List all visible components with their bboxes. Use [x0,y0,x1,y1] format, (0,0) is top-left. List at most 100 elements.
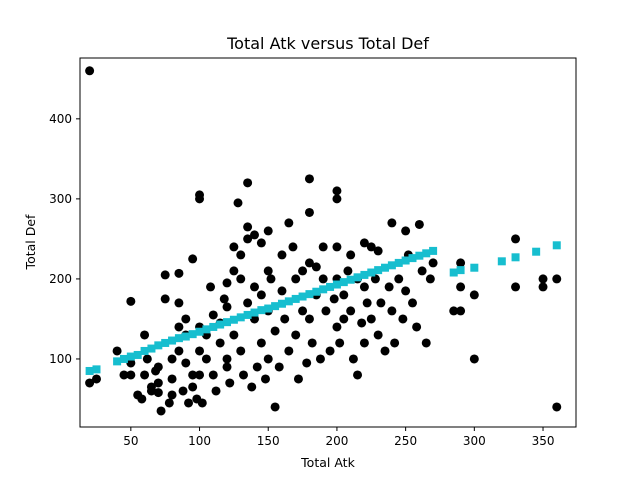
data-point [376,298,386,308]
data-point [239,370,249,380]
data-point [206,282,216,292]
x-tick-label: 100 [188,434,211,448]
fit-marker [174,334,183,343]
data-point [236,250,246,260]
y-axis-ticks: 100 200 300 400 [49,112,80,366]
data-point [222,302,232,312]
data-point [428,258,438,268]
fit-marker [353,273,362,282]
data-point [167,374,177,384]
data-point [552,274,562,284]
fit-marker [367,268,376,277]
data-point [304,314,314,324]
fit-marker [195,327,204,336]
data-point [252,362,262,372]
data-point [140,330,150,340]
data-point [412,322,422,332]
fit-marker [387,261,396,270]
fit-marker [394,258,403,267]
fit-marker [298,292,307,301]
data-point [304,258,314,268]
data-point [229,242,239,252]
fit-marker [422,249,431,258]
x-axis-label: Total Atk [300,455,355,470]
data-point [373,330,383,340]
data-point [511,234,521,244]
data-point [387,306,397,316]
data-point [284,218,294,228]
data-point [85,66,95,76]
data-point [298,306,308,316]
data-point [142,354,152,364]
fit-marker [229,315,238,324]
data-point [85,378,95,388]
data-point [401,226,411,236]
data-point [357,318,367,328]
x-tick-label: 50 [123,434,138,448]
data-point [181,314,191,324]
data-point [304,174,314,184]
data-point [249,282,259,292]
data-point [140,370,150,380]
data-point [188,370,198,380]
data-point [380,346,390,356]
fit-marker [277,299,286,308]
data-point [260,374,270,384]
data-point [153,388,163,398]
data-point [359,282,369,292]
data-point [270,326,280,336]
data-point [153,378,163,388]
data-point [421,338,431,348]
fit-marker [168,336,177,345]
data-point [119,370,129,380]
data-point [332,194,342,204]
data-point [298,266,308,276]
fit-marker [209,322,218,331]
data-point [160,294,170,304]
data-point [156,406,166,416]
data-point [174,268,184,278]
data-point [160,270,170,280]
fit-marker [202,325,211,334]
data-point [243,178,253,188]
x-tick-label: 350 [532,434,555,448]
fit-marker [161,338,170,347]
data-point [346,306,356,316]
data-point [332,186,342,196]
data-point [370,274,380,284]
fit-marker [236,313,245,322]
data-point [256,290,266,300]
data-point [318,242,328,252]
data-point [181,358,191,368]
data-point [284,346,294,356]
data-point [201,354,211,364]
data-point [343,266,353,276]
data-point [552,402,562,412]
x-tick-label: 300 [463,434,486,448]
fit-marker [140,346,149,355]
data-point [263,354,273,364]
fit-marker [470,263,479,272]
fit-marker [456,266,465,275]
data-point [359,238,369,248]
data-point [174,322,184,332]
data-point [469,354,479,364]
data-point [335,338,345,348]
data-point [456,258,466,268]
fit-marker [326,282,335,291]
data-point [318,274,328,284]
data-point [197,398,207,408]
data-point [538,274,548,284]
data-point [315,354,325,364]
fit-marker [449,268,458,277]
data-point [339,314,349,324]
fit-marker [552,241,561,250]
data-point [229,266,239,276]
y-axis-label: Total Def [23,214,38,270]
data-point [311,262,321,272]
data-point [407,298,417,308]
data-point [366,242,376,252]
data-point [274,362,284,372]
data-point [425,274,435,284]
